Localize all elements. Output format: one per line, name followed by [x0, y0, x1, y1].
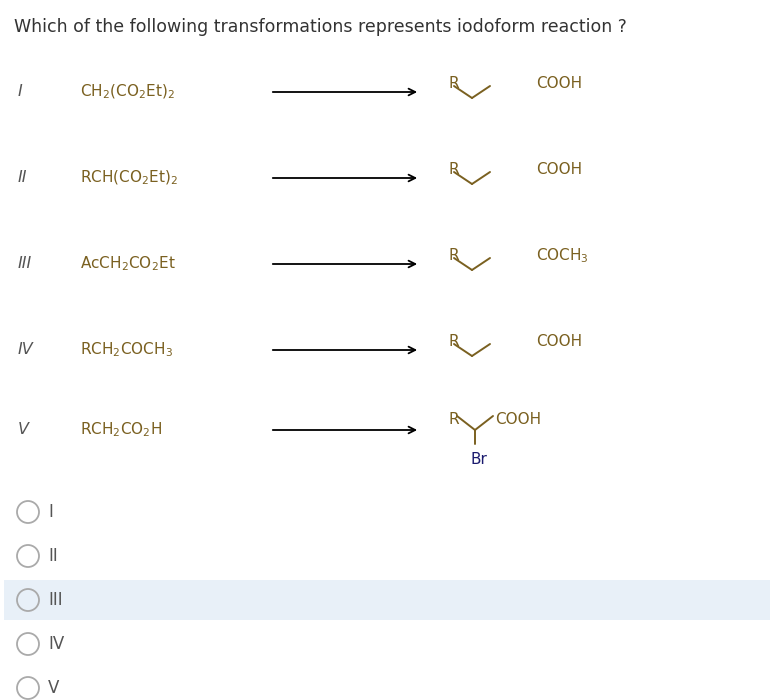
Text: COOH: COOH — [536, 335, 582, 349]
Text: AcCH$_2$CO$_2$Et: AcCH$_2$CO$_2$Et — [80, 255, 176, 274]
Text: R: R — [448, 248, 459, 263]
Text: RCH$_2$COCH$_3$: RCH$_2$COCH$_3$ — [80, 341, 173, 359]
Text: V: V — [48, 679, 60, 697]
Text: COCH$_3$: COCH$_3$ — [536, 246, 589, 265]
Text: I: I — [48, 503, 53, 521]
Text: RCH$_2$CO$_2$H: RCH$_2$CO$_2$H — [80, 421, 162, 440]
Text: Br: Br — [471, 452, 488, 468]
Text: IV: IV — [48, 635, 64, 653]
Text: COOH: COOH — [536, 162, 582, 178]
Text: II: II — [48, 547, 58, 565]
Text: II: II — [18, 171, 28, 186]
Text: COOH: COOH — [495, 412, 541, 428]
Text: IV: IV — [18, 342, 34, 358]
Text: R: R — [448, 76, 459, 92]
Text: R: R — [448, 412, 459, 428]
Text: COOH: COOH — [536, 76, 582, 92]
Text: Which of the following transformations represents iodoform reaction ?: Which of the following transformations r… — [14, 18, 627, 36]
Text: RCH(CO$_2$Et)$_2$: RCH(CO$_2$Et)$_2$ — [80, 169, 178, 187]
Text: III: III — [18, 256, 33, 272]
Text: R: R — [448, 162, 459, 178]
Text: V: V — [18, 423, 29, 438]
Bar — [4, 580, 770, 620]
Text: III: III — [48, 591, 63, 609]
Text: CH$_2$(CO$_2$Et)$_2$: CH$_2$(CO$_2$Et)$_2$ — [80, 83, 175, 102]
Text: I: I — [18, 85, 22, 99]
Text: R: R — [448, 335, 459, 349]
